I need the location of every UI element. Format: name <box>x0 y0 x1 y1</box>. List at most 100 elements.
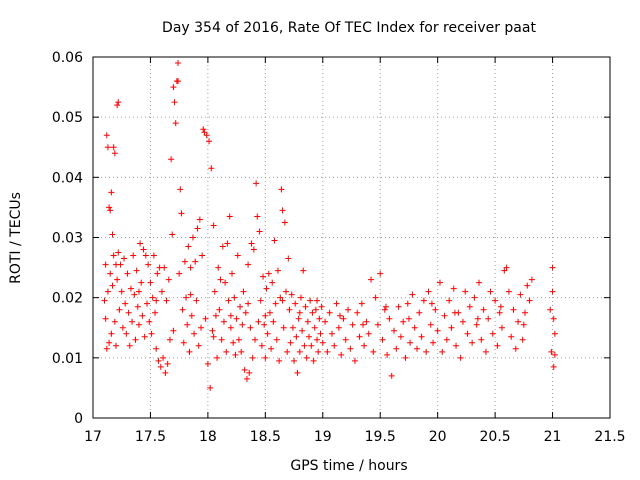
chart-title: Day 354 of 2016, Rate Of TEC Index for r… <box>162 20 536 36</box>
data-point <box>451 309 458 316</box>
data-point <box>315 348 322 355</box>
data-point <box>309 309 316 316</box>
data-point <box>153 297 160 304</box>
data-point <box>356 333 363 340</box>
data-point <box>351 357 358 364</box>
data-point <box>135 321 142 328</box>
data-point <box>301 342 308 349</box>
data-point <box>342 336 349 343</box>
data-point <box>273 336 280 343</box>
data-point <box>172 120 179 127</box>
x-tick-label: 19.5 <box>365 429 396 445</box>
data-point <box>187 291 194 298</box>
data-point <box>257 297 264 304</box>
data-point <box>405 315 412 322</box>
data-point <box>109 282 116 289</box>
grid-lines <box>93 57 610 418</box>
data-point <box>474 315 481 322</box>
data-point <box>295 315 302 322</box>
data-point <box>102 261 109 268</box>
data-point <box>338 351 345 358</box>
data-point <box>225 297 232 304</box>
data-point <box>297 294 304 301</box>
data-point <box>220 318 227 325</box>
data-point <box>409 291 416 298</box>
data-point <box>347 345 354 352</box>
data-point <box>140 246 147 253</box>
data-point <box>170 84 177 91</box>
data-point <box>311 324 318 331</box>
data-point <box>204 360 211 367</box>
data-point <box>361 342 368 349</box>
data-point <box>305 333 312 340</box>
data-point <box>216 306 223 313</box>
data-point <box>104 144 111 151</box>
data-point <box>292 300 299 307</box>
data-point <box>358 300 365 307</box>
data-point <box>441 312 448 319</box>
data-point <box>137 240 144 247</box>
data-point <box>318 303 325 310</box>
data-point <box>476 279 483 286</box>
data-point <box>123 330 130 337</box>
data-point <box>287 339 294 346</box>
data-point <box>261 321 268 328</box>
data-point <box>146 318 153 325</box>
data-point <box>547 306 554 313</box>
data-point <box>322 318 329 325</box>
data-point <box>108 330 115 337</box>
data-point <box>266 309 273 316</box>
data-point <box>285 255 292 262</box>
data-point <box>224 240 231 247</box>
data-point <box>550 363 557 370</box>
data-point <box>469 339 476 346</box>
data-point <box>489 330 496 337</box>
data-point <box>200 126 207 133</box>
data-point <box>272 300 279 307</box>
data-point <box>279 207 286 214</box>
data-point <box>274 267 281 274</box>
data-point <box>345 306 352 313</box>
data-point <box>548 348 555 355</box>
data-point <box>231 294 238 301</box>
data-point <box>235 336 242 343</box>
data-point <box>197 324 204 331</box>
data-point <box>284 348 291 355</box>
data-point <box>335 324 342 331</box>
data-point <box>300 267 307 274</box>
data-point <box>519 336 526 343</box>
data-point <box>250 246 257 253</box>
data-point <box>307 297 314 304</box>
data-point <box>471 294 478 301</box>
data-point <box>505 288 512 295</box>
data-point <box>434 327 441 334</box>
data-point <box>269 279 276 286</box>
data-point <box>354 309 361 316</box>
data-point <box>238 348 245 355</box>
data-point <box>276 357 283 364</box>
data-point <box>169 231 176 238</box>
y-tick-labels: 0 0.01 0.02 0.03 0.04 0.05 0.06 <box>52 50 83 427</box>
data-point <box>180 339 187 346</box>
data-point <box>202 315 209 322</box>
data-point <box>134 303 141 310</box>
data-point <box>192 258 199 265</box>
data-point <box>201 129 208 136</box>
data-point <box>524 282 531 289</box>
data-point <box>106 339 113 346</box>
data-point <box>492 297 499 304</box>
data-point <box>439 348 446 355</box>
x-tick-label: 20 <box>429 429 447 445</box>
data-point <box>222 279 229 286</box>
data-point <box>210 222 217 229</box>
data-point <box>277 294 284 301</box>
data-point <box>219 243 226 250</box>
data-point <box>521 309 528 316</box>
data-point <box>127 285 134 292</box>
data-point <box>317 330 324 337</box>
data-point <box>183 294 190 301</box>
data-point <box>158 288 165 295</box>
data-point <box>268 345 275 352</box>
x-tick-label: 20.5 <box>480 429 511 445</box>
